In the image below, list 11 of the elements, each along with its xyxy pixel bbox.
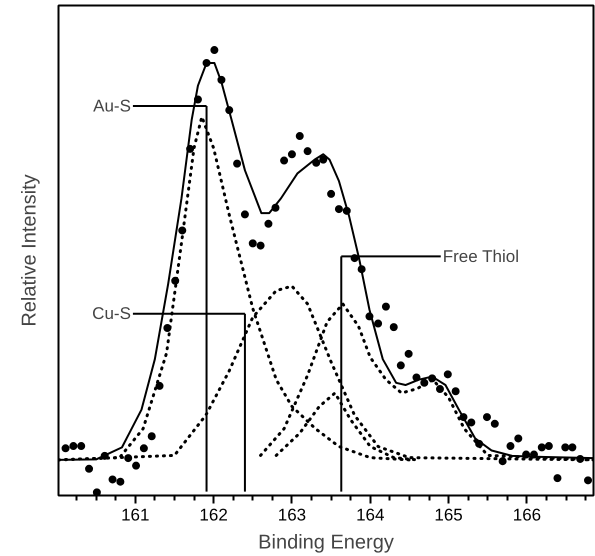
ref-line-label: Free Thiol [442, 246, 519, 266]
x-axis-title: Binding Energy [258, 532, 394, 554]
ref-line-label: Au-S [93, 96, 131, 116]
x-tick-label: 162 [199, 506, 228, 524]
x-tick-label: 164 [356, 506, 384, 524]
x-tick-label: 166 [512, 506, 542, 524]
y-axis-title: Relative Intensity [18, 174, 40, 327]
x-tick-label: 165 [434, 506, 463, 524]
x-tick-label: 163 [278, 506, 306, 524]
x-tick-label: 161 [121, 506, 150, 524]
ref-line-label: Cu-S [92, 304, 131, 324]
